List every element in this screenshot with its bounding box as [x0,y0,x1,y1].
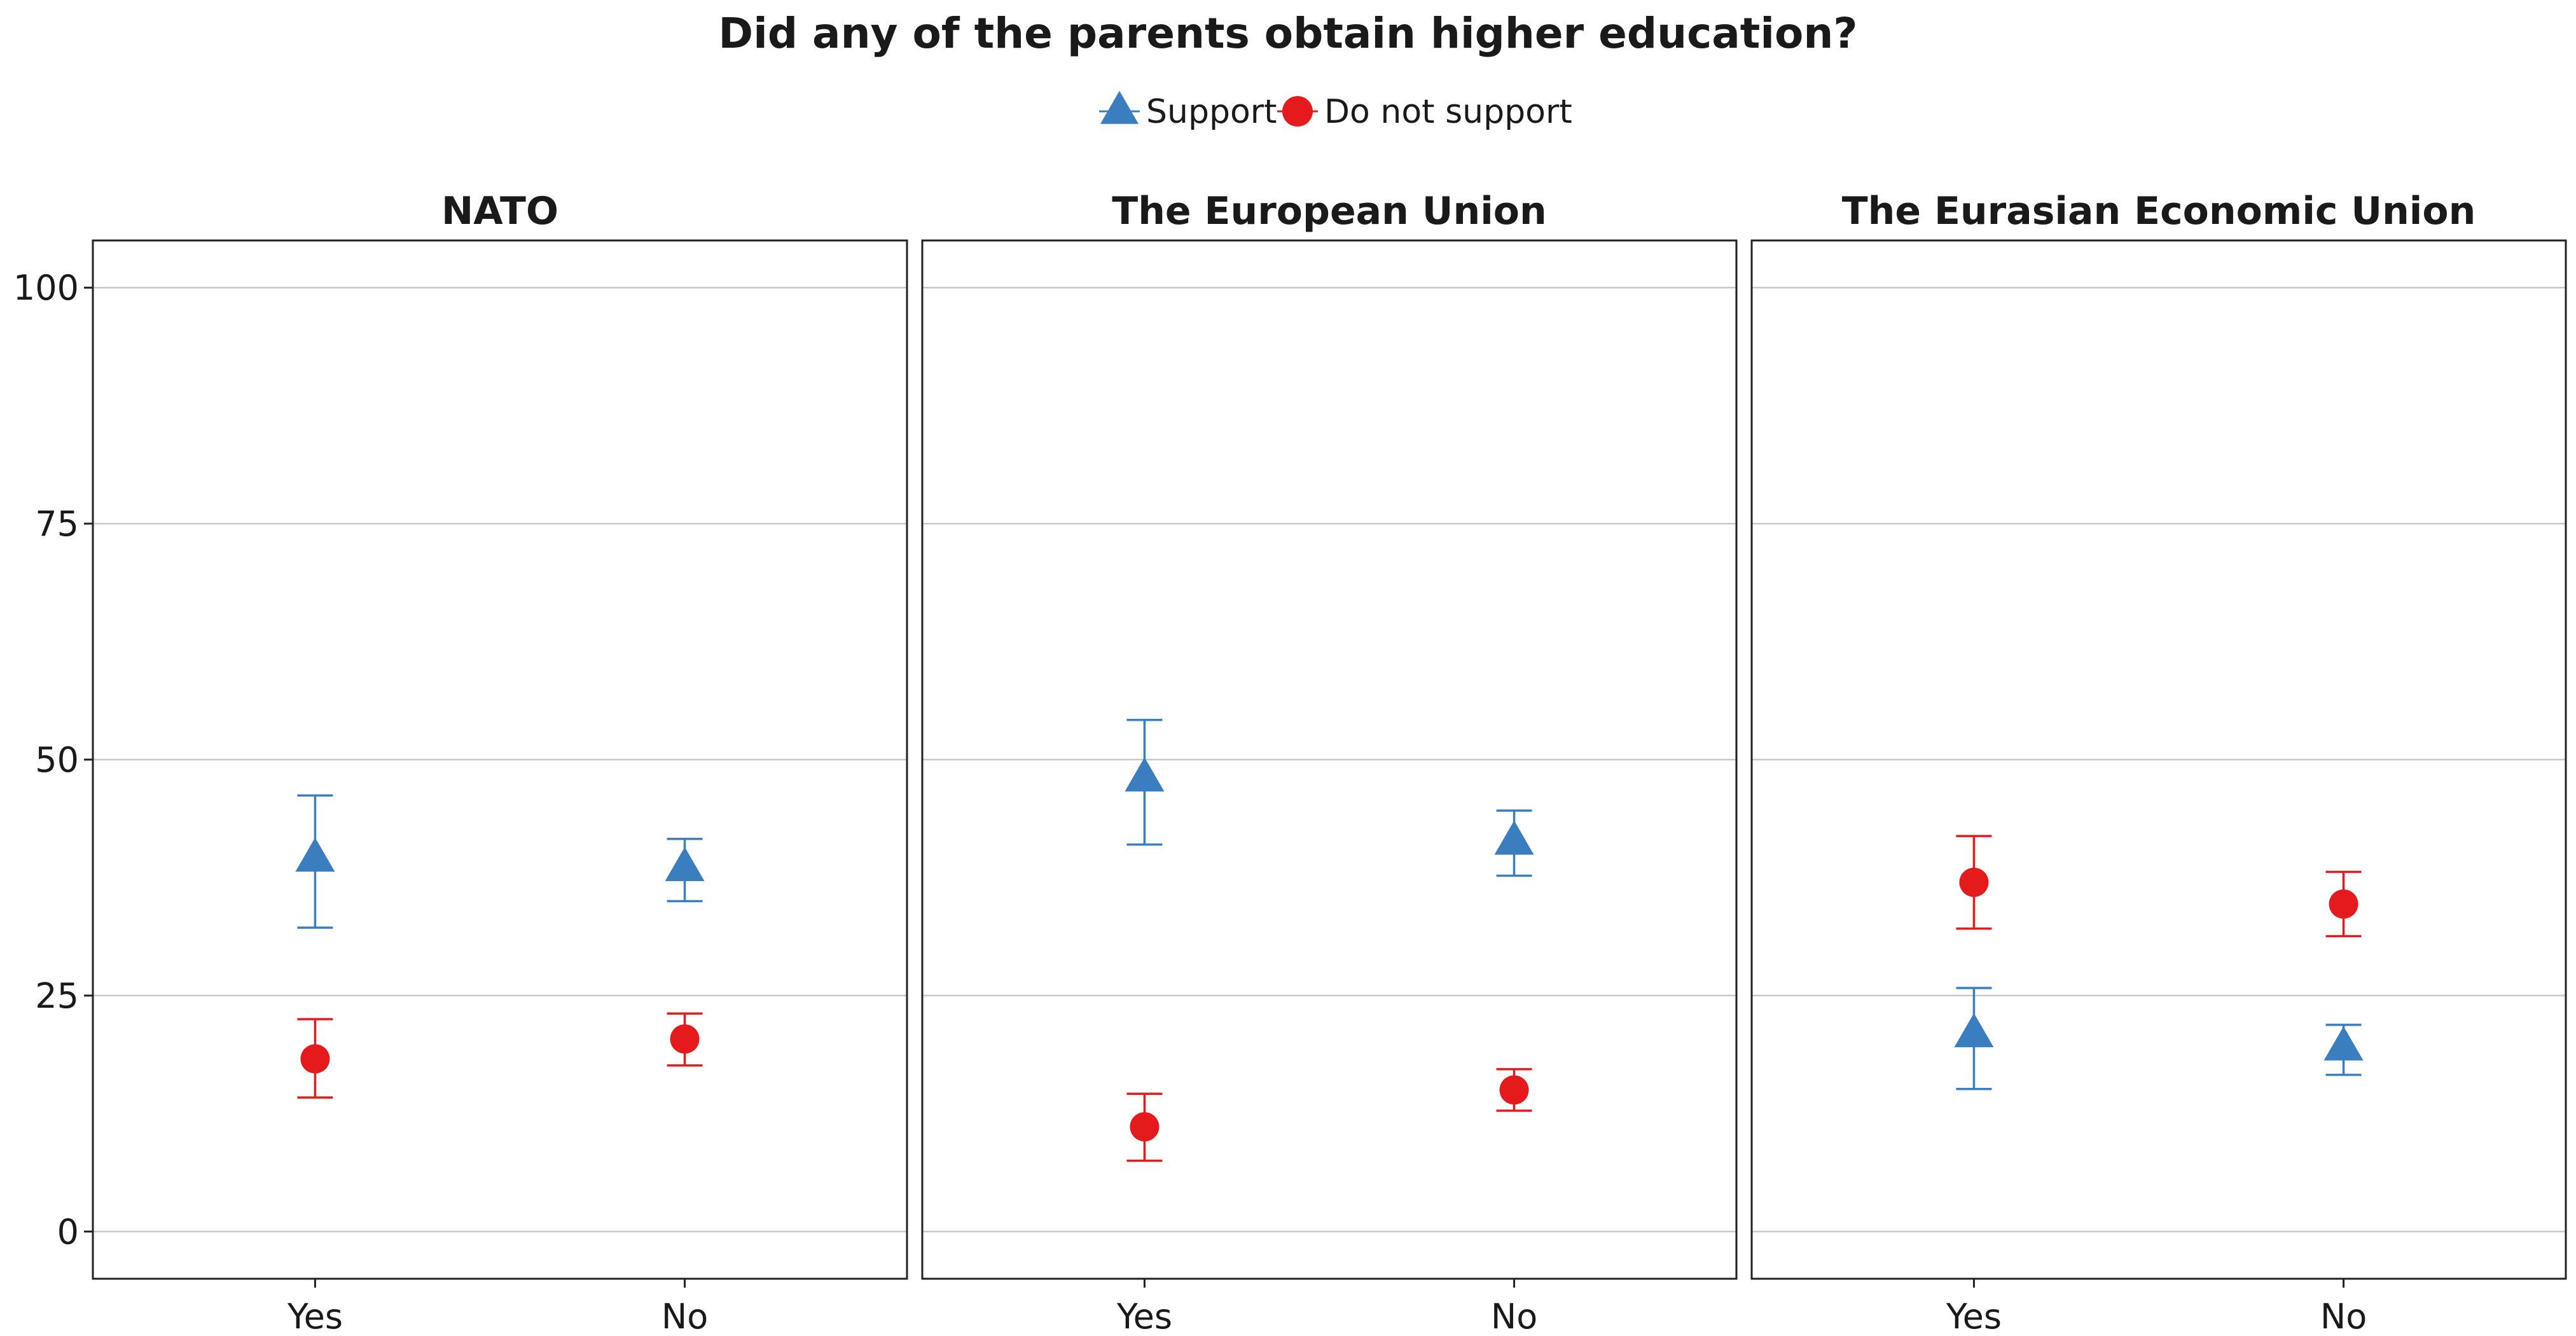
legend: Support Do not support [1099,90,1572,131]
legend-entry: Support [1099,90,1277,131]
legend-entry: Do not support [1277,93,1572,131]
y-tick-label: 75 [35,504,79,544]
x-tick-label: No [2320,1297,2367,1336]
data-point-do-not-support [1959,867,1989,897]
data-point-do-not-support [2329,889,2358,919]
legend-label: Support [1146,93,1277,131]
y-axis: 0 25 50 75 100 [13,268,93,1252]
data-point-support [1954,1013,1994,1048]
x-tick-label: Yes [1946,1297,2002,1336]
panel-border [92,239,908,1280]
y-tick-label: 50 [35,740,79,780]
panel-border [921,239,1738,1280]
facet-panel: The European Union Yes No [921,189,1738,1336]
data-point-do-not-support [1130,1112,1160,1142]
x-tick-label: Yes [1116,1297,1172,1336]
data-point-support [1494,820,1534,855]
facet-panel: NATO Yes No [92,189,908,1336]
legend-key-triangle [1100,90,1139,124]
x-tick-label: No [661,1297,708,1336]
data-point-support [665,847,705,882]
facet-title: The European Union [1112,189,1546,233]
data-point-do-not-support [300,1044,330,1074]
legend-key-circle [1282,96,1313,127]
legend-label: Do not support [1324,93,1572,131]
data-point-support [1125,757,1165,792]
data-point-do-not-support [670,1024,700,1054]
y-tick-label: 100 [13,268,79,308]
y-tick-label: 0 [57,1212,79,1252]
x-tick-label: Yes [287,1297,343,1336]
facet-title: NATO [441,189,558,233]
panel-border [1750,239,2567,1280]
y-tick-label: 25 [35,976,79,1016]
data-point-do-not-support [1499,1075,1529,1105]
x-tick-label: No [1491,1297,1537,1336]
data-point-support [295,837,335,872]
data-point-support [2323,1026,2364,1061]
facet-title: The Eurasian Economic Union [1842,189,2476,233]
facet-panel: The Eurasian Economic Union Yes No [1750,189,2567,1336]
chart-title: Did any of the parents obtain higher edu… [718,9,1857,58]
